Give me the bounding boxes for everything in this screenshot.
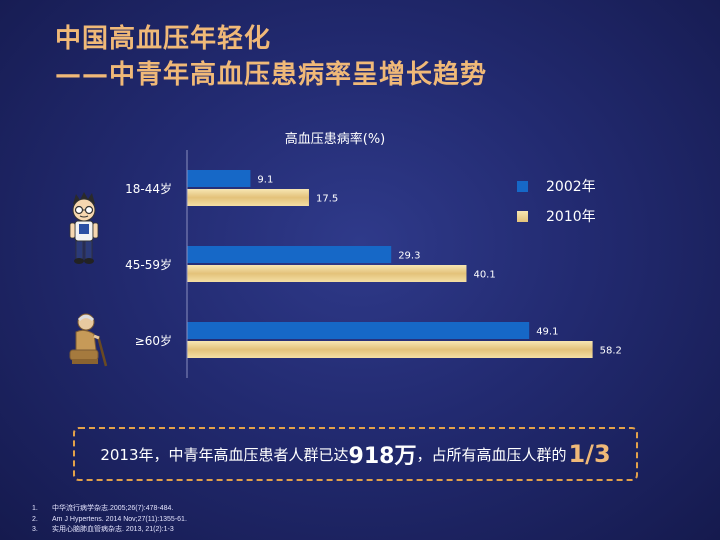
bar-chart: 高血压患病率(%) 18-44岁 9.1 17.5 45-59岁 29.3 40.1 ≥60… [125, 131, 622, 378]
page-title: 中国高血压年轻化 [55, 24, 272, 54]
bar-2002 [187, 246, 392, 263]
chart-title: 高血压患病率(%) [285, 131, 386, 147]
data-label: 29.3 [398, 251, 420, 262]
references: 1. 中华流行病学杂志.2005;26(7):478-484. 2. Am J Hy… [32, 504, 187, 536]
bar-2002 [187, 170, 251, 187]
reference-item: 1. 中华流行病学杂志.2005;26(7):478-484. [32, 504, 187, 515]
bar-2010 [187, 341, 593, 358]
reference-item: 2. Am J Hypertens. 2014 Nov;27(11):1355-6… [32, 515, 187, 526]
data-label: 40.1 [473, 270, 495, 281]
reference-number: 1. [32, 505, 38, 512]
bar-2002 [187, 322, 530, 339]
reference-text: 中华流行病学杂志.2005;26(7):478-484. [52, 505, 174, 512]
legend-label-2010: 2010年 [546, 209, 596, 225]
bar-2010 [187, 189, 309, 206]
callout-highlight-count: 918万 [348, 444, 417, 469]
callout-text-1: 2013年，中青年高血压患者人群已达 [100, 445, 349, 464]
young-person-icon [69, 192, 99, 264]
legend-label-2002: 2002年 [546, 179, 596, 195]
reference-item: 3. 实用心脑肺血管病杂志. 2013, 21(2):1-3 [32, 525, 187, 536]
category-label: ≥60岁 [135, 333, 172, 348]
reference-number: 2. [32, 515, 38, 523]
category-label: 45-59岁 [125, 257, 172, 272]
data-label: 58.2 [600, 346, 622, 357]
summary-callout: 2013年，中青年高血压患者人群已达 918万 ，占所有高血压人群的 1/3 [73, 427, 638, 481]
data-label: 49.1 [536, 327, 558, 338]
page-subtitle: ——中青年高血压患病率呈增长趋势 [55, 60, 488, 90]
reference-text: Am J Hypertens. 2014 Nov;27(11):1355-61. [52, 515, 187, 523]
reference-text: 实用心脑肺血管病杂志. 2013, 21(2):1-3 [52, 526, 174, 533]
legend-swatch-2002 [517, 180, 528, 192]
legend-item-2002: 2002年 [517, 176, 596, 196]
category-label: 18-44岁 [125, 181, 172, 196]
callout-highlight-fraction: 1/3 [568, 440, 611, 468]
legend-item-2010: 2010年 [517, 206, 596, 226]
data-label: 17.5 [316, 194, 338, 205]
data-label: 9.1 [257, 175, 273, 186]
reference-number: 3. [32, 526, 38, 533]
callout-text-2: ，占所有高血压人群的 [416, 445, 567, 464]
legend-swatch-2010 [517, 210, 528, 222]
bar-2010 [187, 265, 467, 282]
elderly-person-icon [69, 313, 108, 367]
